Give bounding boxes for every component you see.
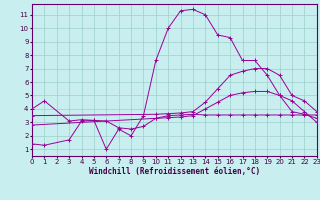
X-axis label: Windchill (Refroidissement éolien,°C): Windchill (Refroidissement éolien,°C)	[89, 167, 260, 176]
